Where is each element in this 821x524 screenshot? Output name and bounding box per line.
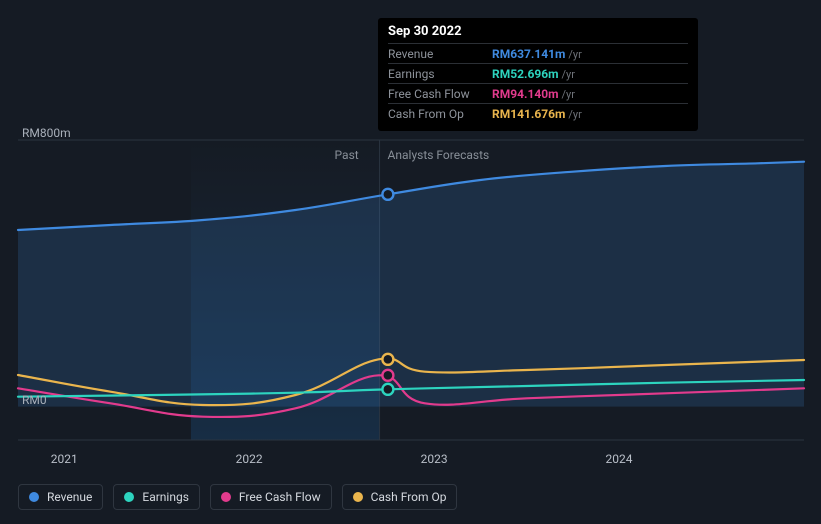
tooltip-row-suffix: /yr: [568, 108, 581, 121]
legend-dot-icon: [353, 492, 363, 502]
tooltip-row: Earnings RM52.696m /yr: [388, 63, 688, 83]
legend-item-label: Free Cash Flow: [239, 490, 321, 504]
y-axis-label: RM0: [22, 393, 47, 407]
tooltip-row-value: RM52.696m: [492, 67, 559, 81]
legend-dot-icon: [29, 492, 39, 502]
tooltip-row-value: RM637.141m: [492, 47, 565, 61]
tooltip-row-label: Free Cash Flow: [388, 87, 492, 101]
tooltip-date: Sep 30 2022: [388, 24, 688, 43]
legend-item-cash-from-op[interactable]: Cash From Op: [342, 484, 458, 510]
legend-dot-icon: [124, 492, 134, 502]
tooltip-row-value: RM94.140m: [492, 87, 559, 101]
tooltip-row: Revenue RM637.141m /yr: [388, 43, 688, 63]
legend-item-free-cash-flow[interactable]: Free Cash Flow: [210, 484, 332, 510]
chart-tooltip: Sep 30 2022 Revenue RM637.141m /yr Earni…: [378, 18, 698, 131]
zone-label-past: Past: [335, 148, 359, 162]
tooltip-row-label: Revenue: [388, 47, 492, 61]
legend-item-label: Revenue: [47, 490, 92, 504]
x-tick-label: 2023: [421, 452, 448, 466]
tooltip-row-suffix: /yr: [562, 68, 575, 81]
tooltip-row-label: Earnings: [388, 67, 492, 81]
x-tick-label: 2024: [606, 452, 633, 466]
legend-dot-icon: [221, 492, 231, 502]
y-axis-label: RM800m: [22, 126, 71, 140]
tooltip-row-suffix: /yr: [562, 88, 575, 101]
legend-item-earnings[interactable]: Earnings: [113, 484, 200, 510]
zone-label-forecast: Analysts Forecasts: [388, 148, 490, 162]
chart-legend: Revenue Earnings Free Cash Flow Cash Fro…: [18, 484, 457, 510]
x-tick-label: 2022: [236, 452, 263, 466]
tooltip-row-value: RM141.676m: [492, 107, 565, 121]
legend-item-revenue[interactable]: Revenue: [18, 484, 103, 510]
legend-item-label: Earnings: [142, 490, 189, 504]
tooltip-row: Cash From Op RM141.676m /yr: [388, 103, 688, 123]
x-axis: 2021 2022 2023 2024: [0, 452, 821, 468]
tooltip-row-suffix: /yr: [568, 48, 581, 61]
tooltip-row-label: Cash From Op: [388, 107, 492, 121]
tooltip-row: Free Cash Flow RM94.140m /yr: [388, 83, 688, 103]
legend-item-label: Cash From Op: [371, 490, 447, 504]
x-tick-label: 2021: [51, 452, 78, 466]
